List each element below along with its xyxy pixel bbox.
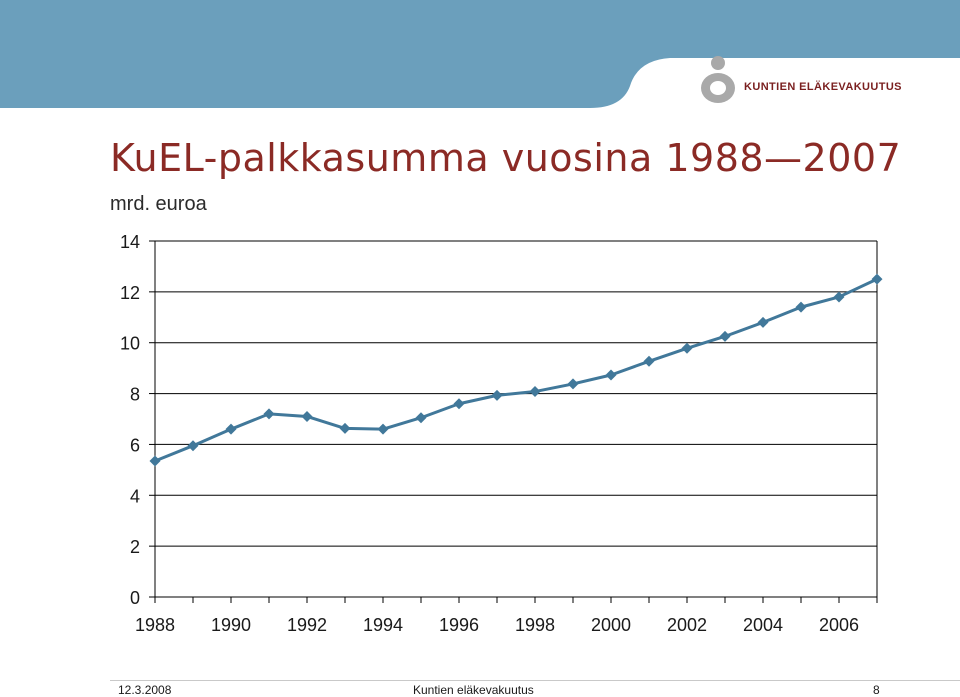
header-band bbox=[0, 0, 960, 108]
x-tick-label: 1988 bbox=[135, 615, 175, 635]
y-tick-label: 8 bbox=[130, 385, 140, 405]
series-line bbox=[154, 277, 878, 463]
y-tick-label: 10 bbox=[120, 334, 140, 354]
y-tick-label: 0 bbox=[130, 588, 140, 608]
data-point bbox=[605, 369, 617, 381]
logo-mark-icon bbox=[701, 56, 735, 103]
data-point bbox=[453, 398, 465, 410]
unit-label: mrd. euroa bbox=[110, 193, 207, 215]
data-point bbox=[225, 423, 237, 435]
data-point bbox=[377, 423, 389, 435]
footer-date: 12.3.2008 bbox=[118, 683, 172, 697]
data-point bbox=[643, 355, 655, 367]
x-tick-label: 1990 bbox=[211, 615, 251, 635]
y-tick-label: 2 bbox=[130, 537, 140, 557]
data-point bbox=[149, 455, 161, 467]
x-tick-label: 2004 bbox=[743, 615, 783, 635]
data-point bbox=[871, 273, 883, 285]
logo-wordmark: KUNTIEN ELÄKEVAKUUTUS bbox=[744, 81, 902, 93]
data-point bbox=[339, 422, 351, 434]
data-point bbox=[187, 440, 199, 452]
data-point bbox=[491, 389, 503, 401]
organization-logo: KUNTIEN ELÄKEVAKUUTUS bbox=[696, 52, 902, 112]
data-point bbox=[681, 342, 693, 354]
data-point bbox=[567, 378, 579, 390]
x-tick-label: 1996 bbox=[439, 615, 479, 635]
data-point bbox=[719, 330, 731, 342]
y-tick-label: 6 bbox=[130, 435, 140, 455]
x-tick-label: 1994 bbox=[363, 615, 403, 635]
x-tick-label: 2000 bbox=[591, 615, 631, 635]
y-tick-label: 12 bbox=[120, 283, 140, 303]
data-point bbox=[263, 408, 275, 420]
x-tick-label: 1992 bbox=[287, 615, 327, 635]
slide-title: KuEL-palkkasumma vuosina 1988—2007 bbox=[110, 136, 902, 180]
data-point bbox=[795, 301, 807, 313]
footer-organization: Kuntien eläkevakuutus bbox=[413, 683, 534, 697]
x-tick-label: 1998 bbox=[515, 615, 555, 635]
y-tick-label: 14 bbox=[120, 232, 140, 252]
data-point bbox=[301, 410, 313, 422]
data-point bbox=[415, 412, 427, 424]
y-tick-label: 4 bbox=[130, 486, 140, 506]
data-point bbox=[757, 316, 769, 328]
data-point bbox=[833, 291, 845, 303]
data-point bbox=[529, 386, 541, 398]
x-tick-label: 2002 bbox=[667, 615, 707, 635]
footer-rule bbox=[110, 680, 960, 681]
x-tick-label: 2006 bbox=[819, 615, 859, 635]
footer-page-number: 8 bbox=[873, 683, 880, 697]
